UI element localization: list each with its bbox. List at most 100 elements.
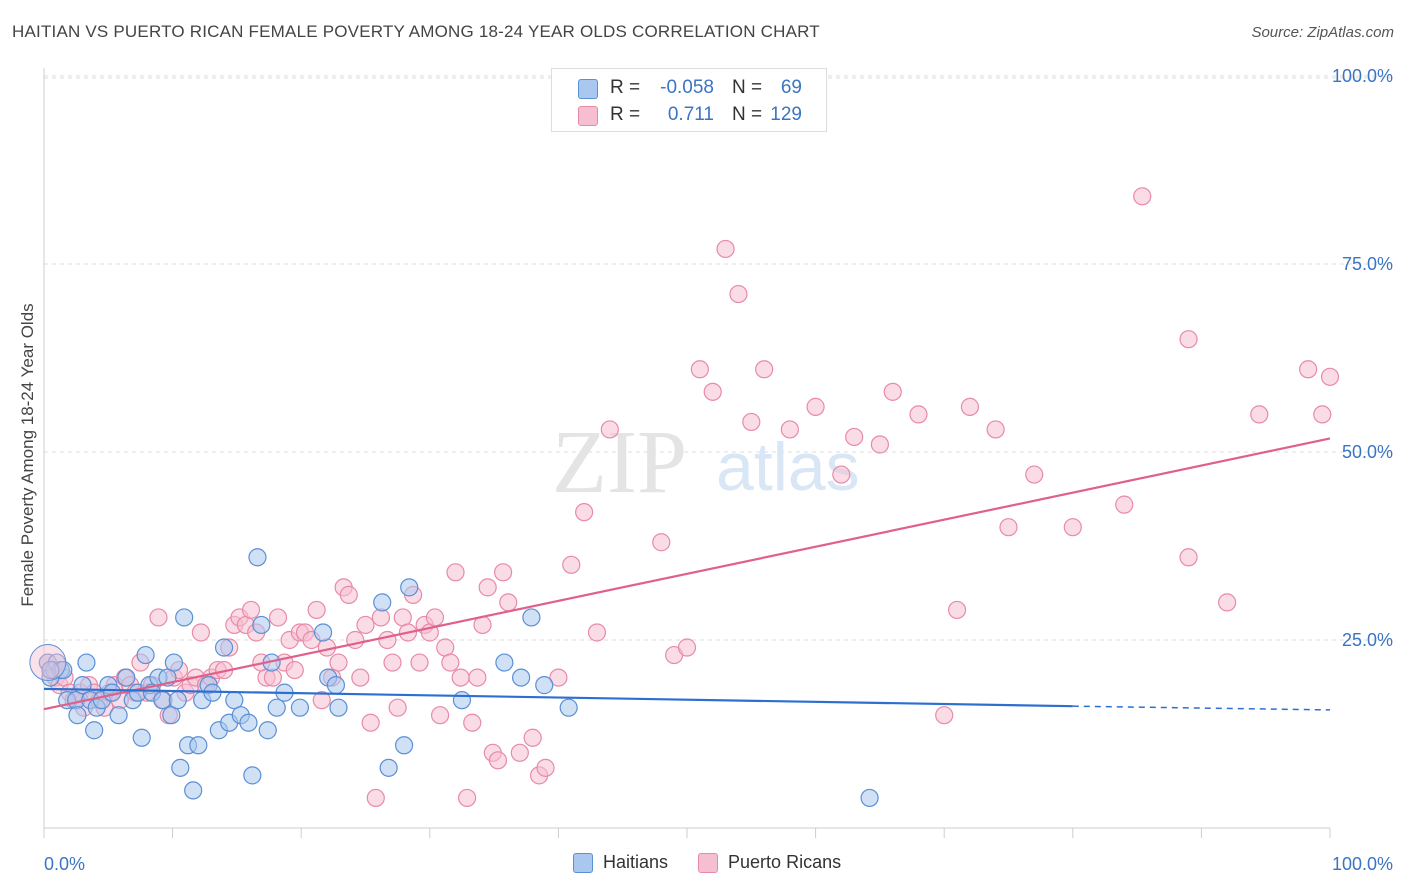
haitian-point (400, 578, 419, 597)
legend-label-haitians: Haitians (603, 852, 669, 872)
haitian-point (162, 706, 181, 725)
haitian-point (535, 676, 554, 695)
puerto-rican-point (371, 608, 391, 627)
haitian-point (860, 788, 879, 808)
puerto-rican-point (1115, 495, 1134, 514)
puerto-rican-point (523, 728, 542, 747)
n-value: 69 (780, 77, 802, 98)
cluster-point (29, 644, 67, 682)
haitian-point (512, 668, 531, 687)
puerto-rican-point (436, 638, 455, 657)
haitian-point (248, 548, 267, 567)
haitian-point (41, 660, 60, 680)
haitian-points (29, 548, 879, 808)
x-tick-label: 0.0% (44, 854, 85, 874)
puerto-rican-point (947, 600, 967, 620)
haitian-point (68, 706, 87, 725)
puerto-rican-point (960, 397, 980, 416)
trend-lines (43, 437, 1331, 711)
puerto-rican-trend-line (43, 437, 1331, 711)
legend-item-haitians[interactable]: Haitians (573, 852, 668, 873)
puerto-rican-point (575, 503, 594, 522)
puerto-rican-point (870, 435, 890, 454)
haitian-point (329, 698, 348, 717)
r-label: R = (610, 77, 641, 98)
puerto-rican-point (1025, 465, 1044, 484)
puerto-rican-point (1299, 360, 1318, 379)
haitian-point (168, 691, 187, 710)
puerto-rican-point (356, 615, 375, 635)
haitian-point (136, 645, 155, 665)
correlation-legend: R = -0.058 N = 69 R = 0.711 N = 129 (551, 68, 827, 132)
puerto-rican-point (986, 420, 1005, 439)
haitian-trend-extension (1072, 705, 1331, 711)
y-tick-label: 75.0% (1342, 254, 1393, 274)
puerto-rican-point (478, 578, 497, 597)
puerto-rican-point (780, 420, 799, 439)
puerto-rican-point (1313, 405, 1332, 424)
watermark-atlas: atlas (716, 429, 860, 505)
haitian-point (73, 676, 92, 695)
haitian-point (452, 691, 472, 710)
puerto-rican-point (393, 608, 412, 627)
puerto-rican-point (703, 382, 722, 401)
chart-source: Source: ZipAtlas.com (1251, 24, 1394, 41)
haitian-point (153, 691, 172, 710)
puerto-rican-point (587, 623, 607, 642)
r-label: R = (610, 104, 641, 125)
r-value: 0.711 (667, 104, 714, 125)
haitian-point (214, 638, 234, 657)
puerto-rican-point (510, 743, 529, 762)
puerto-rican-point (677, 638, 697, 657)
puerto-rican-point (1063, 518, 1082, 537)
puerto-rican-point (1179, 548, 1198, 567)
n-label: N = (732, 77, 763, 98)
puerto-ricans-swatch (698, 852, 719, 873)
puerto-rican-point (366, 788, 385, 808)
series-legend: Haitians Puerto Ricans (573, 852, 841, 873)
puerto-rican-point (149, 608, 168, 627)
puerto-rican-point (883, 382, 902, 401)
haitian-trend-line (43, 687, 1073, 708)
haitian-point (373, 593, 392, 612)
puerto-rican-point (1320, 367, 1340, 386)
puerto-rican-point (307, 600, 326, 620)
puerto-rican-point (1133, 187, 1152, 206)
puerto-rican-point (329, 653, 348, 672)
puerto-rican-point (285, 660, 304, 680)
puerto-rican-point (351, 668, 370, 687)
puerto-rican-point (457, 788, 477, 808)
haitian-point (164, 653, 183, 672)
puerto-rican-point (425, 608, 445, 627)
puerto-rican-point (832, 465, 851, 484)
x-tick-label: 100.0% (1332, 854, 1393, 874)
puerto-rican-point (191, 623, 210, 642)
puerto-rican-point (742, 412, 761, 432)
legend-row-puerto-ricans: R = 0.711 N = 129 (552, 102, 826, 128)
haitian-point (132, 728, 151, 747)
legend-label-puerto-ricans: Puerto Ricans (728, 852, 842, 872)
puerto-rican-point (536, 758, 555, 777)
haitians-swatch (578, 79, 598, 99)
puerto-rican-point (845, 427, 864, 447)
puerto-rican-point (1250, 405, 1269, 424)
puerto-rican-point (361, 713, 380, 732)
haitian-point (239, 713, 258, 732)
haitian-point (394, 736, 414, 755)
haitian-point (267, 698, 286, 717)
puerto-rican-point (312, 691, 331, 710)
y-tick-label: 25.0% (1342, 630, 1393, 650)
puerto-rican-point (430, 706, 450, 725)
puerto-rican-point (339, 585, 358, 604)
legend-row-haitians: R = -0.058 N = 69 (552, 75, 826, 101)
haitians-swatch (573, 852, 593, 873)
puerto-rican-point (383, 653, 402, 672)
puerto-rican-point (241, 600, 261, 620)
puerto-rican-point (499, 593, 518, 612)
puerto-rican-point (451, 668, 470, 687)
n-value: 129 (770, 104, 802, 125)
puerto-rican-point (652, 533, 671, 552)
puerto-rican-point (600, 420, 619, 439)
legend-item-puerto-ricans[interactable]: Puerto Ricans (698, 852, 841, 873)
n-label: N = (732, 104, 763, 125)
